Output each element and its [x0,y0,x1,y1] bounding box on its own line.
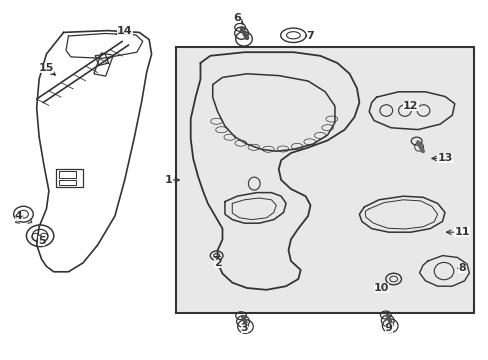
Text: 10: 10 [373,283,388,293]
Text: 1: 1 [164,175,172,185]
Text: 2: 2 [213,258,221,268]
Text: 14: 14 [117,26,132,36]
Text: 3: 3 [240,323,248,333]
Text: 11: 11 [453,227,469,237]
Text: 4: 4 [15,211,22,221]
Text: 6: 6 [233,13,241,23]
Text: 12: 12 [402,101,418,111]
Bar [176,47,473,313]
Text: 13: 13 [436,153,452,163]
Text: 9: 9 [384,323,392,333]
Text: 15: 15 [39,63,54,73]
Bar [94,53,113,76]
Text: 8: 8 [457,263,465,273]
Text: 7: 7 [306,31,314,41]
Text: 5: 5 [38,236,45,246]
